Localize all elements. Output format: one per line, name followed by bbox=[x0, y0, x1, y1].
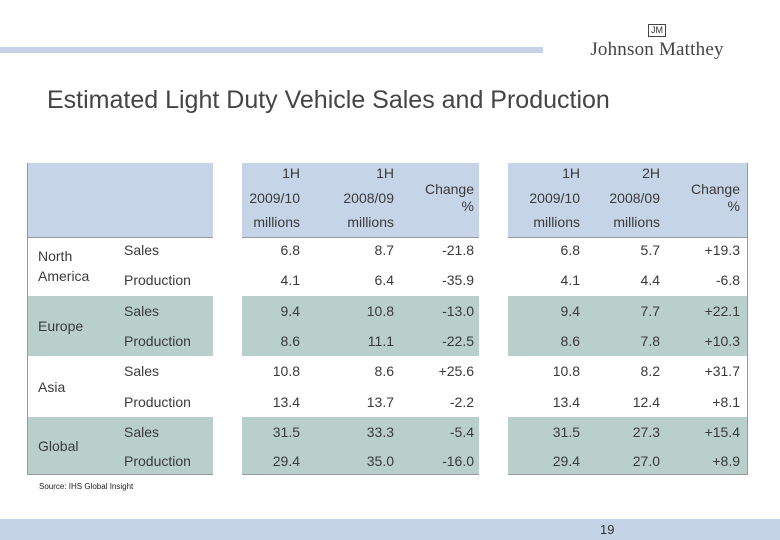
logo-name: Johnson Matthey bbox=[590, 39, 724, 60]
header-line2: 2009/10 bbox=[249, 190, 300, 206]
header-unit: millions bbox=[347, 214, 394, 230]
company-logo: JM Johnson Matthey bbox=[582, 20, 732, 61]
band-global bbox=[508, 417, 748, 474]
value-cell: -5.4 bbox=[449, 424, 474, 440]
value-cell: -21.8 bbox=[442, 242, 474, 258]
value-cell: -35.9 bbox=[442, 272, 474, 288]
band-europe bbox=[508, 296, 748, 356]
header-unit: millions bbox=[253, 214, 300, 230]
header-line2: 2008/09 bbox=[343, 190, 394, 206]
value-cell: +10.3 bbox=[704, 333, 740, 349]
value-cell: +19.3 bbox=[704, 242, 740, 258]
header-percent: % bbox=[461, 198, 474, 214]
value-cell: -13.0 bbox=[442, 303, 474, 319]
header-line1: 1H bbox=[376, 165, 394, 181]
top-accent-bar bbox=[0, 47, 543, 53]
header-change: Change bbox=[690, 181, 740, 197]
value-cell: 27.3 bbox=[632, 424, 660, 440]
band-global bbox=[27, 417, 213, 474]
value-cell: 6.8 bbox=[280, 242, 300, 258]
band-europe bbox=[242, 296, 479, 356]
header-line2: 2008/09 bbox=[609, 190, 660, 206]
right-rule bbox=[747, 163, 748, 475]
value-cell: 11.1 bbox=[367, 333, 394, 349]
value-cell: 8.7 bbox=[374, 242, 394, 258]
row-type-label: Production bbox=[124, 272, 191, 288]
value-cell: 31.5 bbox=[552, 424, 580, 440]
value-cell: 8.2 bbox=[640, 363, 660, 379]
value-cell: 5.7 bbox=[640, 242, 660, 258]
value-cell: 9.4 bbox=[280, 303, 300, 319]
slide-title: Estimated Light Duty Vehicle Sales and P… bbox=[47, 86, 610, 114]
table-bottom-rule bbox=[27, 474, 213, 475]
value-cell: 13.7 bbox=[366, 394, 394, 410]
region-label: Asia bbox=[38, 379, 66, 395]
value-cell: 8.6 bbox=[560, 333, 580, 349]
value-cell: 9.4 bbox=[560, 303, 580, 319]
value-cell: 29.4 bbox=[272, 453, 300, 469]
value-cell: 13.4 bbox=[552, 394, 580, 410]
header-line1: 2H bbox=[642, 165, 660, 181]
region-label: North America bbox=[38, 248, 90, 284]
value-cell: +8.1 bbox=[712, 394, 740, 410]
header-percent: % bbox=[727, 198, 740, 214]
page-number: 19 bbox=[600, 522, 615, 537]
value-cell: 12.4 bbox=[632, 394, 660, 410]
value-cell: 13.4 bbox=[272, 394, 300, 410]
value-cell: 10.8 bbox=[272, 363, 300, 379]
value-cell: 10.8 bbox=[552, 363, 580, 379]
header-block bbox=[27, 163, 213, 238]
logo-mark: JM bbox=[648, 24, 666, 37]
header-line2: 2009/10 bbox=[529, 190, 580, 206]
row-type-label: Production bbox=[124, 333, 191, 349]
value-cell: -6.8 bbox=[715, 272, 740, 288]
value-cell: +15.4 bbox=[704, 424, 740, 440]
value-cell: +31.7 bbox=[704, 363, 740, 379]
row-type-label: Sales bbox=[124, 363, 160, 379]
header-unit: millions bbox=[613, 214, 660, 230]
header-line1: 1H bbox=[282, 165, 300, 181]
value-cell: 4.4 bbox=[640, 272, 660, 288]
value-cell: 31.5 bbox=[272, 424, 300, 440]
band-global bbox=[242, 417, 479, 474]
value-cell: 29.4 bbox=[552, 453, 580, 469]
row-type-label: Production bbox=[124, 453, 191, 469]
value-cell: -2.2 bbox=[449, 394, 474, 410]
row-type-label: Sales bbox=[124, 424, 160, 440]
table-bottom-rule bbox=[242, 474, 479, 475]
value-cell: 4.1 bbox=[280, 272, 300, 288]
value-cell: 33.3 bbox=[366, 424, 394, 440]
value-cell: 6.8 bbox=[560, 242, 580, 258]
value-cell: 8.6 bbox=[280, 333, 300, 349]
value-cell: +25.6 bbox=[438, 363, 474, 379]
value-cell: 4.1 bbox=[560, 272, 580, 288]
value-cell: 10.8 bbox=[366, 303, 394, 319]
region-label: Europe bbox=[38, 318, 84, 334]
header-block bbox=[508, 163, 748, 238]
header-block bbox=[242, 163, 479, 238]
value-cell: +22.1 bbox=[704, 303, 740, 319]
region-label: Global bbox=[38, 438, 79, 454]
value-cell: 7.7 bbox=[640, 303, 660, 319]
value-cell: 27.0 bbox=[632, 453, 660, 469]
table-bottom-rule bbox=[508, 474, 748, 475]
value-cell: -16.0 bbox=[442, 453, 474, 469]
value-cell: -22.5 bbox=[442, 333, 474, 349]
band-europe bbox=[27, 296, 213, 356]
left-rule bbox=[27, 163, 28, 475]
value-cell: 8.6 bbox=[374, 363, 394, 379]
header-change: Change bbox=[424, 181, 474, 197]
value-cell: 6.4 bbox=[374, 272, 394, 288]
value-cell: 35.0 bbox=[366, 453, 394, 469]
row-type-label: Sales bbox=[124, 303, 160, 319]
row-type-label: Production bbox=[124, 394, 191, 410]
header-unit: millions bbox=[533, 214, 580, 230]
source-note: Source: IHS Global Insight bbox=[39, 482, 134, 491]
value-cell: +8.9 bbox=[712, 453, 740, 469]
footer-bar bbox=[0, 519, 780, 540]
row-type-label: Sales bbox=[124, 242, 160, 258]
value-cell: 7.8 bbox=[640, 333, 660, 349]
header-line1: 1H bbox=[562, 165, 580, 181]
